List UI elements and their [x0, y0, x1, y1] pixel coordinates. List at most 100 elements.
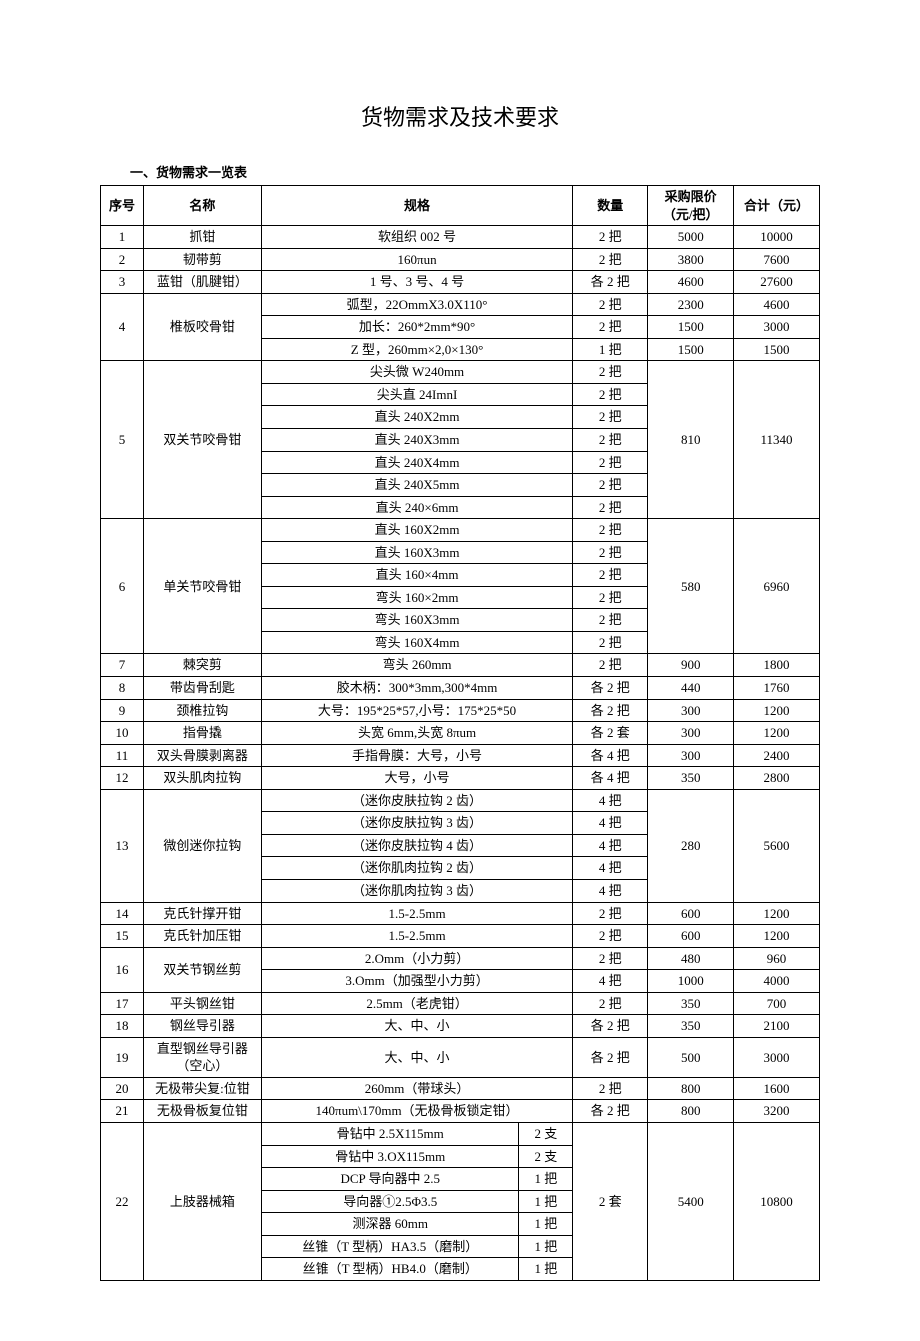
cell: 单关节咬骨钳	[143, 519, 261, 654]
cell: 1500	[734, 338, 820, 361]
cell: 1.5-2.5mm	[261, 925, 572, 948]
cell: 各 4 把	[573, 744, 648, 767]
cell: 22	[101, 1122, 144, 1280]
cell: 直头 240X5mm	[261, 474, 572, 497]
cell: 克氏针加压钳	[143, 925, 261, 948]
cell: 600	[648, 902, 734, 925]
table-row: 15克氏针加压钳1.5-2.5mm2 把6001200	[101, 925, 820, 948]
table-row: 6 单关节咬骨钳 直头 160X2mm 2 把 580 6960	[101, 519, 820, 542]
cell: 1 把	[519, 1168, 573, 1191]
cell: 棘突剪	[143, 654, 261, 677]
cell: （迷你肌肉拉钩 3 齿）	[261, 879, 572, 902]
cell: 4 把	[573, 857, 648, 880]
cell: 各 4 把	[573, 767, 648, 790]
cell: 4600	[734, 293, 820, 316]
cell: 双头肌肉拉钩	[143, 767, 261, 790]
table-header-row: 序号 名称 规格 数量 采购限价（元/把） 合计（元）	[101, 186, 820, 226]
cell: Z 型，260mm×2,0×130°	[261, 338, 572, 361]
cell: 300	[648, 699, 734, 722]
cell: 1000	[648, 970, 734, 993]
cell: 8	[101, 677, 144, 700]
cell: 大号，小号	[261, 767, 572, 790]
cell: 300	[648, 722, 734, 745]
cell: 直头 160×4mm	[261, 564, 572, 587]
cell: （迷你皮肤拉钩 2 齿）	[261, 789, 572, 812]
cell: 弯头 260mm	[261, 654, 572, 677]
cell: 直头 240X4mm	[261, 451, 572, 474]
cell: 2 把	[573, 226, 648, 249]
cell: DCP 导向器中 2.5	[261, 1168, 519, 1191]
page-title: 货物需求及技术要求	[100, 100, 820, 132]
cell: （迷你皮肤拉钩 3 齿）	[261, 812, 572, 835]
col-qty: 数量	[573, 186, 648, 226]
cell: 双头骨膜剥离器	[143, 744, 261, 767]
table-row: 20无极带尖复:位钳260mm（带球头）2 把8001600	[101, 1077, 820, 1100]
cell: 11	[101, 744, 144, 767]
cell: 21	[101, 1100, 144, 1123]
cell: 2 把	[573, 519, 648, 542]
cell: 9	[101, 699, 144, 722]
cell: 4 把	[573, 812, 648, 835]
table-row: 5 双关节咬骨钳 尖头微 W240mm 2 把 810 11340	[101, 361, 820, 384]
cell: 3.Omm（加强型小力剪）	[261, 970, 572, 993]
table-row: 3 蓝钳（肌腱钳） 1 号、3 号、4 号 各 2 把 4600 27600	[101, 271, 820, 294]
cell: 骨钻中 2.5X115mm	[261, 1122, 519, 1145]
cell: 克氏针撑开钳	[143, 902, 261, 925]
cell: 各 2 套	[573, 722, 648, 745]
cell: 2 把	[573, 947, 648, 970]
requirements-table: 序号 名称 规格 数量 采购限价（元/把） 合计（元） 1 抓钳 软组织 002…	[100, 185, 820, 1281]
table-row: 16 双关节钢丝剪 2.Omm（小力剪） 2 把 480 960	[101, 947, 820, 970]
col-name: 名称	[143, 186, 261, 226]
cell: 1500	[648, 316, 734, 339]
cell: 2	[101, 248, 144, 271]
cell: 2 把	[573, 631, 648, 654]
cell: 各 2 把	[573, 1037, 648, 1077]
col-spec: 规格	[261, 186, 572, 226]
table-row: 10指骨撬头宽 6mm,头宽 8πum各 2 套3001200	[101, 722, 820, 745]
table-row: 17平头钢丝钳2.5mm（老虎钳）2 把350700	[101, 992, 820, 1015]
cell: 头宽 6mm,头宽 8πum	[261, 722, 572, 745]
cell: 抓钳	[143, 226, 261, 249]
cell: 960	[734, 947, 820, 970]
cell: 350	[648, 767, 734, 790]
cell: 1.5-2.5mm	[261, 902, 572, 925]
cell: 2100	[734, 1015, 820, 1038]
col-seq: 序号	[101, 186, 144, 226]
cell: 280	[648, 789, 734, 902]
table-row: 1 抓钳 软组织 002 号 2 把 5000 10000	[101, 226, 820, 249]
cell: 1 把	[519, 1258, 573, 1281]
cell: 韧带剪	[143, 248, 261, 271]
table-row: 9颈椎拉钩大号：195*25*57,小号：175*25*50各 2 把30012…	[101, 699, 820, 722]
cell: 3200	[734, 1100, 820, 1123]
cell: 平头钢丝钳	[143, 992, 261, 1015]
cell: 160πun	[261, 248, 572, 271]
cell: 直头 240X3mm	[261, 429, 572, 452]
table-row: 11双头骨膜剥离器手指骨膜：大号，小号各 4 把3002400	[101, 744, 820, 767]
cell: 直头 160X3mm	[261, 541, 572, 564]
cell: （迷你肌肉拉钩 2 齿）	[261, 857, 572, 880]
cell: 2.Omm（小力剪）	[261, 947, 572, 970]
table-row: 22 上肢器械箱 骨钻中 2.5X115mm 2 支 2 套 5400 1080…	[101, 1122, 820, 1145]
table-row: 18钢丝导引器大、中、小各 2 把3502100	[101, 1015, 820, 1038]
table-row: 13 微创迷你拉钩 （迷你皮肤拉钩 2 齿） 4 把 280 5600	[101, 789, 820, 812]
cell: 2 把	[573, 925, 648, 948]
cell: 2 把	[573, 316, 648, 339]
cell: 140πum\170mm（无极骨板锁定钳）	[261, 1100, 572, 1123]
cell: 3	[101, 271, 144, 294]
cell: 5000	[648, 226, 734, 249]
cell: 直头 160X2mm	[261, 519, 572, 542]
cell: 直型钢丝导引器（空心）	[143, 1037, 261, 1077]
cell: 4	[101, 293, 144, 361]
cell: 弯头 160X4mm	[261, 631, 572, 654]
cell: 2 把	[573, 654, 648, 677]
cell: 11340	[734, 361, 820, 519]
cell: 700	[734, 992, 820, 1015]
cell: 尖头微 W240mm	[261, 361, 572, 384]
cell: 7	[101, 654, 144, 677]
cell: 5	[101, 361, 144, 519]
cell: 19	[101, 1037, 144, 1077]
cell: 1 号、3 号、4 号	[261, 271, 572, 294]
cell: 1600	[734, 1077, 820, 1100]
table-row: 21无极骨板复位钳140πum\170mm（无极骨板锁定钳）各 2 把80032…	[101, 1100, 820, 1123]
cell: 各 2 把	[573, 699, 648, 722]
